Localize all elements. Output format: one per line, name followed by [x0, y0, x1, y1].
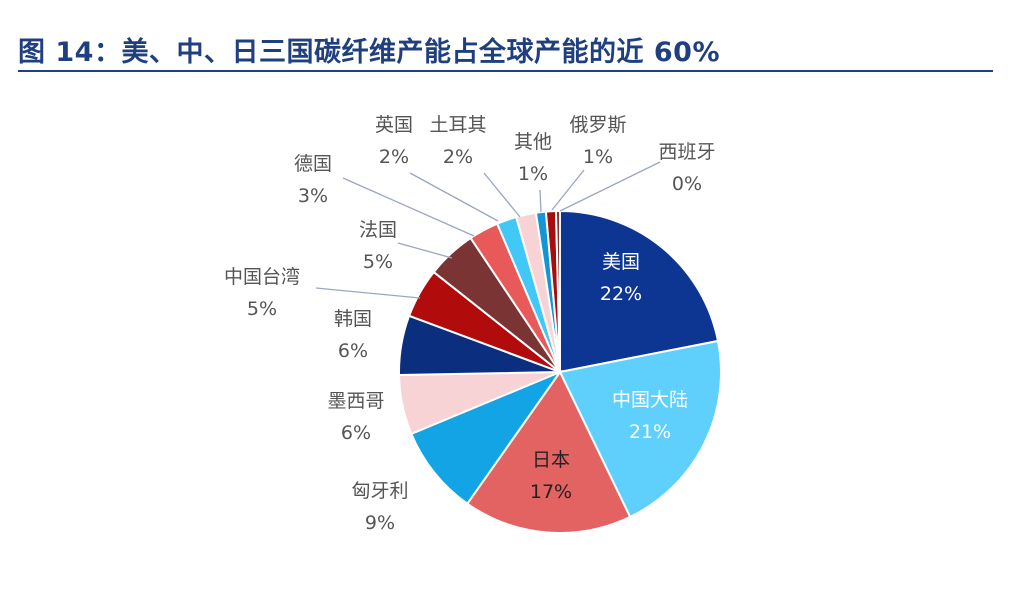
- slice-value-7: 5%: [363, 251, 393, 273]
- slice-value-13: 0%: [672, 173, 702, 195]
- pie-slice-1: [558, 339, 722, 519]
- leader-line-11: [539, 189, 542, 213]
- slice-value-10: 2%: [443, 146, 473, 168]
- slice-label-9: 英国: [375, 114, 413, 136]
- slice-value-11: 1%: [518, 163, 548, 185]
- leader-line-7: [397, 242, 453, 259]
- leader-line-8: [342, 177, 475, 237]
- slice-value-9: 2%: [379, 146, 409, 168]
- slice-value-2: 17%: [530, 481, 572, 503]
- slice-value-8: 3%: [298, 185, 328, 207]
- slice-label-7: 法国: [359, 219, 397, 241]
- slice-label-12: 俄罗斯: [569, 114, 626, 136]
- pie-slices: [398, 209, 722, 534]
- slice-label-8: 德国: [294, 153, 332, 175]
- leader-line-12: [551, 169, 585, 211]
- slice-label-0: 美国: [602, 251, 640, 273]
- slice-value-6: 5%: [247, 298, 277, 320]
- leader-line-6: [315, 287, 421, 299]
- slice-value-1: 21%: [629, 421, 671, 443]
- slice-label-1: 中国大陆: [612, 389, 688, 411]
- slice-value-5: 6%: [338, 340, 368, 362]
- slice-label-6: 中国台湾: [224, 266, 300, 288]
- slice-value-3: 9%: [365, 512, 395, 534]
- slice-label-4: 墨西哥: [327, 390, 384, 412]
- slice-label-5: 韩国: [334, 308, 372, 330]
- leader-line-10: [483, 172, 521, 218]
- pie-slice-13: [554, 209, 561, 373]
- leader-line-9: [409, 172, 499, 222]
- slice-label-10: 土耳其: [429, 114, 486, 136]
- pie-slice-0: [559, 209, 720, 374]
- slice-value-4: 6%: [341, 422, 371, 444]
- slice-label-11: 其他: [514, 131, 552, 153]
- pie-slice-3: [410, 369, 563, 506]
- slice-label-13: 西班牙: [658, 141, 715, 163]
- leader-line-13: [559, 161, 661, 212]
- slice-label-2: 日本: [532, 449, 570, 471]
- pie-slice-2: [465, 370, 632, 534]
- slice-value-0: 22%: [600, 283, 642, 305]
- figure-title: 图 14：美、中、日三国碳纤维产能占全球产能的近 60%: [18, 37, 720, 68]
- slice-value-12: 1%: [583, 146, 613, 168]
- title-rule: [18, 70, 993, 72]
- slice-label-3: 匈牙利: [351, 480, 408, 502]
- leader-lines: [315, 161, 661, 299]
- slice-labels: 美国 22% 中国大陆 21% 日本 17% 匈牙利 9% 墨西哥 6% 韩国 6% 中国台湾 5% 法国 5…: [224, 114, 716, 534]
